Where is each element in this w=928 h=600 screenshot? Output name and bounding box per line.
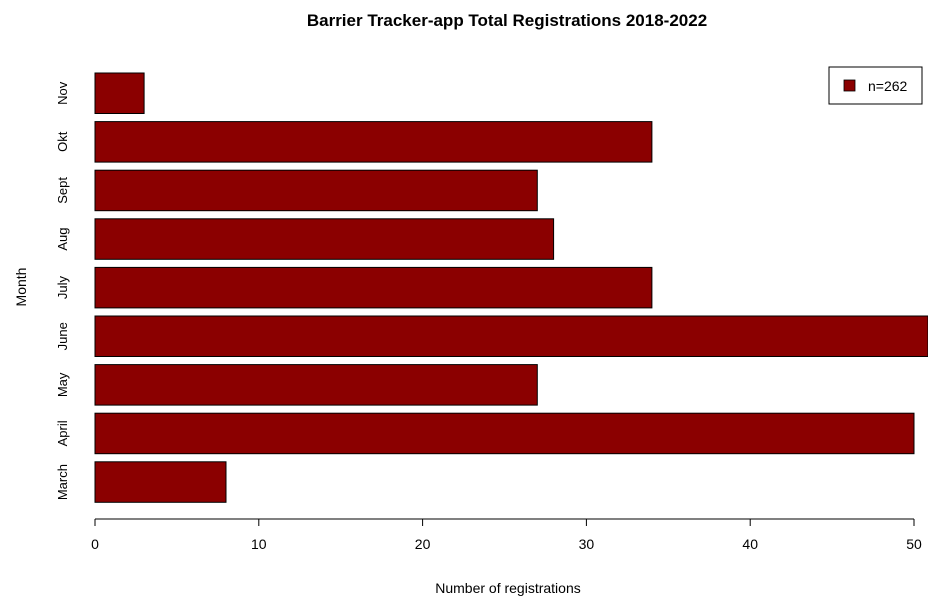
bar-april [94, 412, 915, 455]
bar-june [94, 315, 928, 357]
x-tick-label-10: 10 [251, 536, 267, 552]
bar-sept [94, 169, 538, 212]
category-label-july: July [55, 276, 70, 300]
bar-nov [94, 72, 145, 114]
legend-box [828, 66, 923, 105]
x-tick-label-40: 40 [742, 536, 758, 552]
bar-aug [94, 218, 555, 260]
legend-swatch [843, 79, 856, 92]
legend-label: n=262 [868, 78, 908, 94]
category-label-may: May [55, 372, 70, 397]
x-tick-label-30: 30 [579, 536, 595, 552]
y-axis-label: Month [13, 268, 29, 307]
bar-may [94, 364, 538, 406]
category-label-okt: Okt [55, 131, 70, 152]
category-label-march: March [55, 464, 70, 500]
x-axis: 0 10 20 30 40 50 [91, 518, 922, 552]
bar-okt [94, 121, 653, 163]
category-label-aug: Aug [55, 228, 70, 251]
chart-title: Barrier Tracker-app Total Registrations … [307, 11, 707, 30]
category-label-june: June [55, 322, 70, 350]
legend: n=262 [828, 66, 923, 105]
bar-july [94, 266, 653, 309]
x-tick-label-20: 20 [415, 536, 431, 552]
x-tick-label-0: 0 [91, 536, 99, 552]
category-label-sept: Sept [55, 177, 70, 204]
bar-march [94, 461, 227, 503]
category-label-nov: Nov [55, 81, 70, 105]
x-axis-label: Number of registrations [435, 580, 581, 596]
x-tick-label-50: 50 [906, 536, 922, 552]
category-labels: March April May June July Aug Sept Okt Nov [55, 81, 70, 500]
bars-group [94, 72, 928, 503]
category-label-april: April [55, 420, 70, 446]
